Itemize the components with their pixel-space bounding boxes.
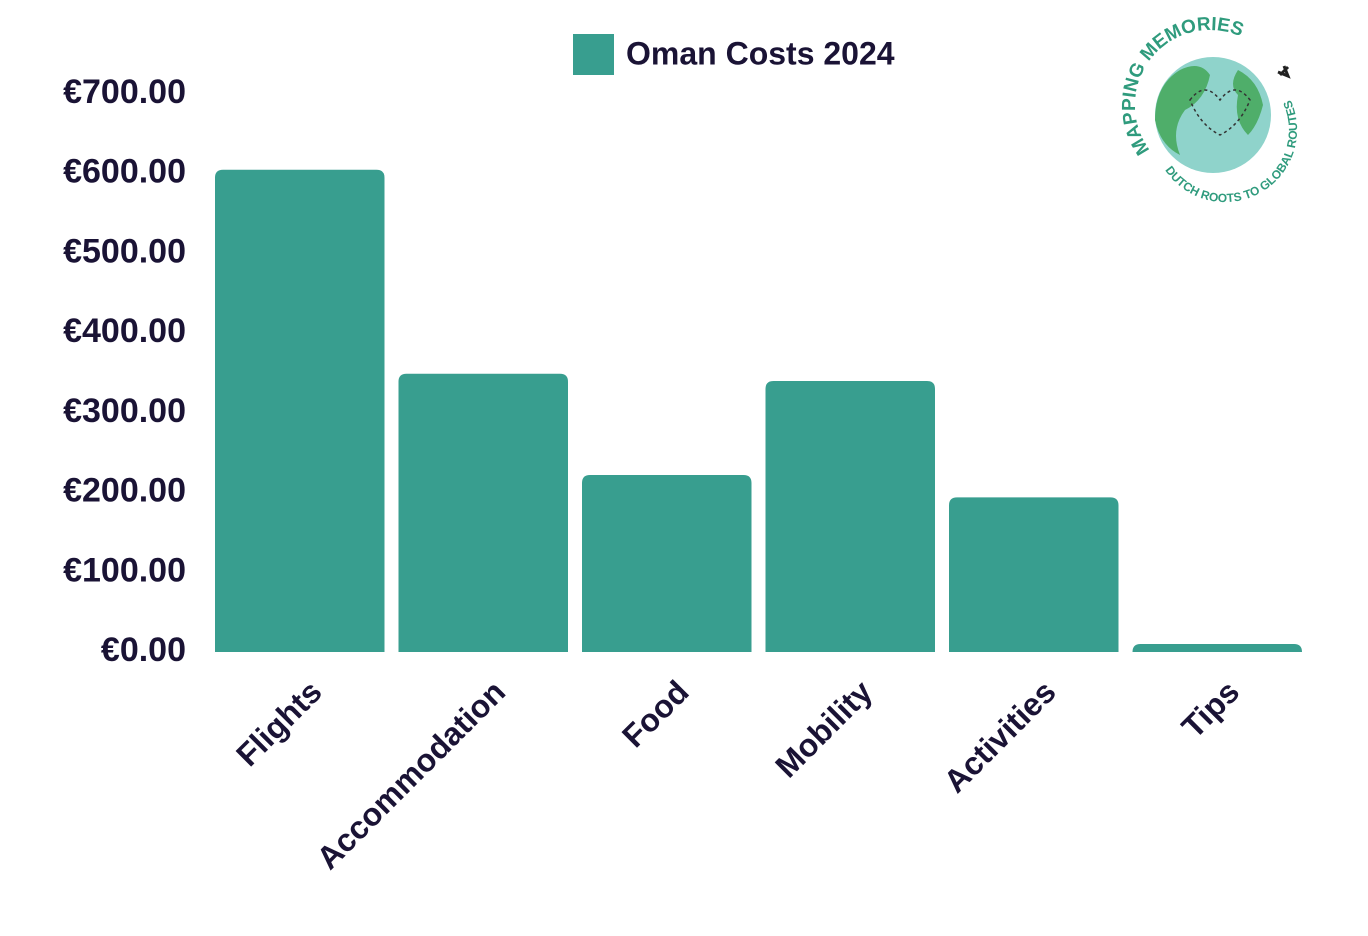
y-tick-label: €600.00 [63, 153, 186, 191]
legend-swatch [573, 34, 614, 75]
bar [949, 497, 1119, 652]
legend-label: Oman Costs 2024 [626, 35, 895, 71]
x-tick-label: Mobility [768, 673, 879, 784]
bar [215, 169, 385, 652]
logo-land [1233, 70, 1263, 135]
y-tick-label: €400.00 [63, 312, 186, 350]
y-tick-label: €200.00 [63, 472, 186, 510]
y-tick-label: €100.00 [63, 551, 186, 589]
x-tick-label: Tips [1175, 673, 1247, 745]
logo-plane [1277, 65, 1291, 79]
x-tick-label: Food [615, 673, 696, 754]
y-tick-label: €700.00 [63, 73, 186, 111]
x-tick-label: Accommodation [309, 673, 512, 876]
y-tick-label: €500.00 [63, 232, 186, 270]
logo-heart [1189, 89, 1251, 136]
bar [398, 373, 568, 652]
y-tick-label: €300.00 [63, 392, 186, 430]
bar [1132, 644, 1302, 652]
y-tick-label: €0.00 [101, 631, 186, 669]
logo-land [1155, 66, 1210, 155]
bar [765, 380, 935, 652]
bar [582, 475, 752, 652]
x-tick-label: Activities [937, 673, 1063, 799]
logo: MAPPING MEMORIES DUTCH ROOTS TO GLOBAL R… [1119, 14, 1300, 206]
x-tick-label: Flights [229, 673, 329, 773]
